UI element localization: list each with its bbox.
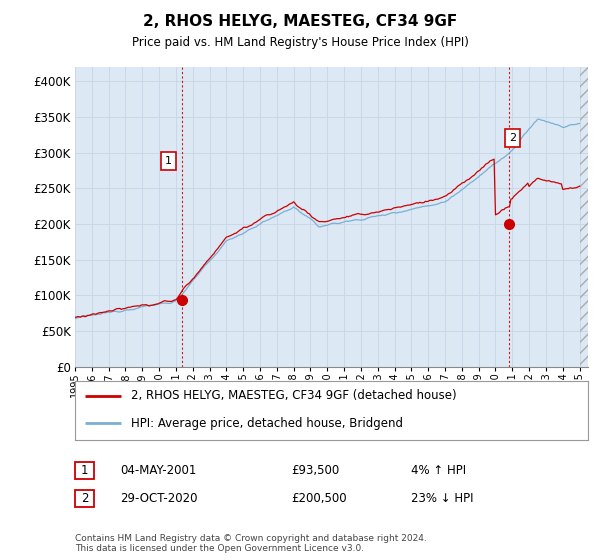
Text: 1: 1 (81, 464, 88, 477)
Text: 2: 2 (81, 492, 88, 505)
Text: £200,500: £200,500 (291, 492, 347, 505)
Text: £93,500: £93,500 (291, 464, 339, 477)
Text: HPI: Average price, detached house, Bridgend: HPI: Average price, detached house, Brid… (131, 417, 403, 430)
Bar (580, 67, 588, 367)
Text: 2, RHOS HELYG, MAESTEG, CF34 9GF (detached house): 2, RHOS HELYG, MAESTEG, CF34 9GF (detach… (131, 389, 457, 402)
Text: Contains HM Land Registry data © Crown copyright and database right 2024.
This d: Contains HM Land Registry data © Crown c… (75, 534, 427, 553)
Text: 4% ↑ HPI: 4% ↑ HPI (411, 464, 466, 477)
Text: 2: 2 (509, 133, 517, 143)
Text: Price paid vs. HM Land Registry's House Price Index (HPI): Price paid vs. HM Land Registry's House … (131, 36, 469, 49)
Text: 23% ↓ HPI: 23% ↓ HPI (411, 492, 473, 505)
Text: 2, RHOS HELYG, MAESTEG, CF34 9GF: 2, RHOS HELYG, MAESTEG, CF34 9GF (143, 14, 457, 29)
Text: 04-MAY-2001: 04-MAY-2001 (120, 464, 196, 477)
Text: 1: 1 (165, 156, 172, 166)
Text: 29-OCT-2020: 29-OCT-2020 (120, 492, 197, 505)
Bar (580, 67, 588, 367)
